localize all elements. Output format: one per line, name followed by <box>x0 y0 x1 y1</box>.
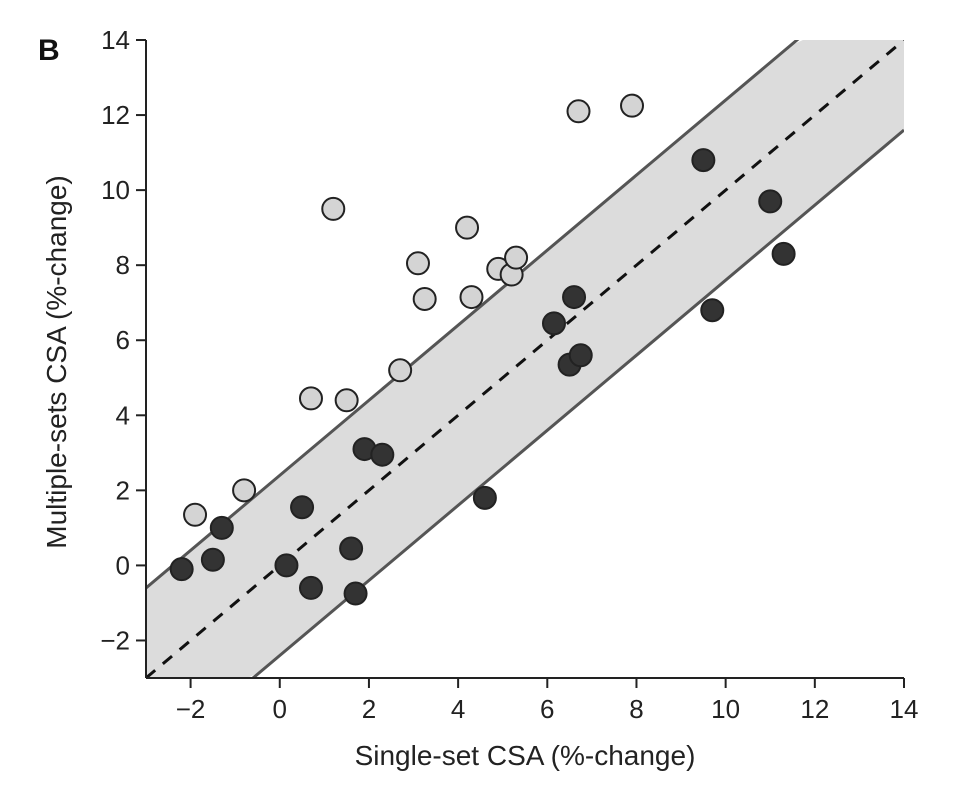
x-tick-label: 0 <box>273 694 287 724</box>
x-tick-label: 2 <box>362 694 376 724</box>
light-point-8 <box>455 215 480 240</box>
lower-boundary-line <box>250 128 904 678</box>
x-axis-ticks: −2 0 2 4 6 8 10 12 14 <box>176 678 919 724</box>
panel-label: B <box>38 34 60 67</box>
y-tick-label: 4 <box>116 400 130 430</box>
y-tick-label: 14 <box>101 25 130 55</box>
dark-point-7 <box>343 581 368 606</box>
x-tick-label: 8 <box>629 694 643 724</box>
light-point-1 <box>232 478 257 503</box>
light-point-12 <box>504 245 529 270</box>
x-tick-label: 10 <box>711 694 740 724</box>
y-tick-label: −2 <box>100 625 130 655</box>
y-axis-label: Multiple-sets CSA (%-change) <box>41 175 72 548</box>
light-point-5 <box>388 358 413 383</box>
x-tick-label: 14 <box>890 694 919 724</box>
light-point-6 <box>405 251 430 276</box>
light-point-7 <box>412 286 437 311</box>
y-axis-ticks: −2 0 2 4 6 8 10 12 14 <box>100 25 146 655</box>
x-tick-label: −2 <box>176 694 206 724</box>
identity-dashed-line <box>146 40 904 678</box>
dark-point-4 <box>290 495 315 520</box>
dark-point-0 <box>169 557 194 582</box>
dark-point-9 <box>370 442 395 467</box>
light-point-3 <box>321 196 346 221</box>
dark-point-6 <box>339 536 364 561</box>
data-points <box>169 93 796 606</box>
x-tick-label: 4 <box>451 694 465 724</box>
light-point-13 <box>566 99 591 124</box>
y-tick-label: 2 <box>116 475 130 505</box>
y-tick-label: 0 <box>116 550 130 580</box>
dark-point-13 <box>562 285 587 310</box>
y-tick-label: 10 <box>101 175 130 205</box>
dark-point-11 <box>541 311 566 336</box>
dark-point-1 <box>200 547 225 572</box>
y-tick-label: 8 <box>116 250 130 280</box>
x-axis-label: Single-set CSA (%-change) <box>355 740 696 771</box>
dark-point-5 <box>298 575 323 600</box>
dark-point-17 <box>758 189 783 214</box>
dark-point-2 <box>209 515 234 540</box>
light-point-4 <box>334 388 359 413</box>
dark-point-15 <box>691 148 716 173</box>
dark-point-10 <box>472 485 497 510</box>
dark-point-18 <box>771 241 796 266</box>
y-tick-label: 6 <box>116 325 130 355</box>
x-tick-label: 12 <box>800 694 829 724</box>
dark-point-16 <box>700 298 725 323</box>
light-point-9 <box>459 285 484 310</box>
x-tick-label: 6 <box>540 694 554 724</box>
upper-boundary-line <box>146 40 800 590</box>
light-point-14 <box>620 93 645 118</box>
dark-point-14 <box>568 343 593 368</box>
dark-point-3 <box>274 553 299 578</box>
light-point-0 <box>183 502 208 527</box>
y-tick-label: 12 <box>101 100 130 130</box>
light-point-2 <box>298 386 323 411</box>
